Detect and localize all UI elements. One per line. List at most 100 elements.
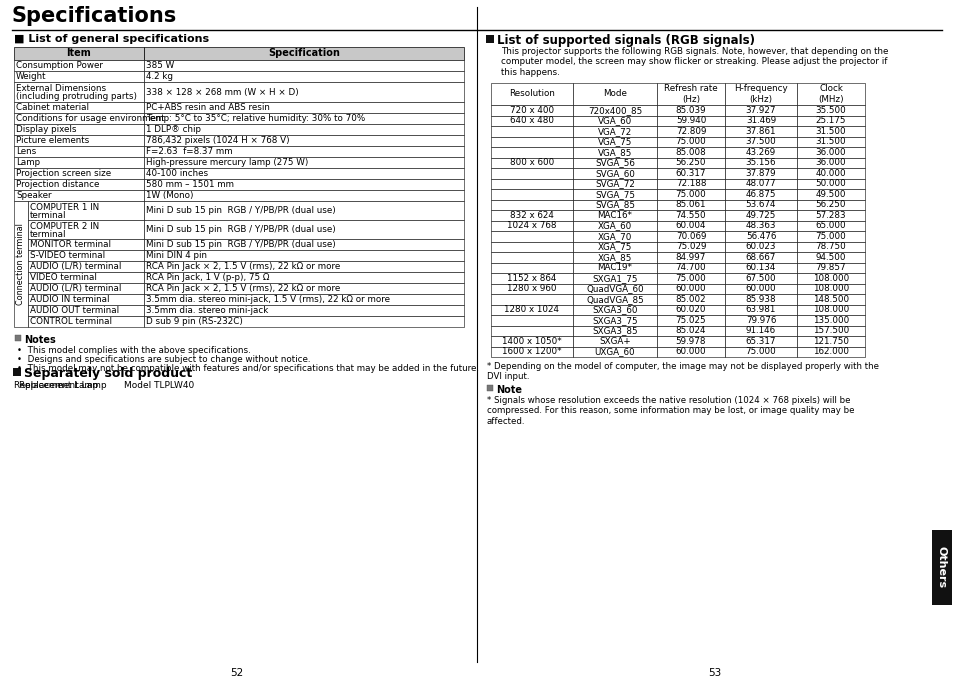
Bar	[796, 116, 864, 126]
Bar	[491, 179, 573, 189]
Text: 75.000: 75.000	[815, 232, 845, 241]
Text: •  Designs and specifications are subject to change without notice.: • Designs and specifications are subject…	[17, 355, 310, 364]
Bar	[724, 158, 796, 168]
Text: 1280 x 1024: 1280 x 1024	[504, 305, 558, 314]
Bar	[573, 336, 657, 347]
Bar	[724, 105, 796, 116]
Text: 67.500: 67.500	[745, 274, 776, 283]
Bar	[724, 347, 796, 357]
Text: 48.077: 48.077	[745, 179, 776, 188]
Bar	[931, 530, 951, 605]
Bar	[573, 137, 657, 147]
Bar	[144, 201, 463, 220]
Text: AUDIO OUT terminal: AUDIO OUT terminal	[30, 306, 119, 315]
Bar	[144, 316, 463, 327]
Text: 720 x 400: 720 x 400	[510, 106, 554, 114]
Bar	[491, 105, 573, 116]
Bar	[796, 137, 864, 147]
Text: 60.317: 60.317	[675, 169, 705, 178]
Text: 1W (Mono): 1W (Mono)	[146, 191, 193, 200]
Text: ■ List of general specifications: ■ List of general specifications	[14, 34, 209, 44]
Bar	[28, 305, 144, 316]
Text: Specifications: Specifications	[12, 6, 177, 26]
Text: Speaker: Speaker	[16, 191, 51, 200]
Bar	[491, 284, 573, 294]
Text: 85.024: 85.024	[675, 326, 705, 335]
Bar	[724, 294, 796, 305]
Text: 70.069: 70.069	[675, 232, 705, 241]
Bar	[144, 157, 463, 168]
Text: F=2.63  f=8.37 mm: F=2.63 f=8.37 mm	[146, 147, 233, 156]
Bar	[573, 284, 657, 294]
Bar	[796, 326, 864, 336]
Bar	[491, 315, 573, 326]
Text: 3.5mm dia. stereo mini-jack, 1.5 V (rms), 22 kΩ or more: 3.5mm dia. stereo mini-jack, 1.5 V (rms)…	[146, 295, 390, 304]
Text: 37.927: 37.927	[745, 106, 776, 114]
Text: MAC16*: MAC16*	[597, 211, 632, 220]
Bar	[657, 252, 724, 263]
Bar	[144, 168, 463, 179]
Bar	[724, 147, 796, 158]
Bar	[491, 305, 573, 315]
Text: 85.008: 85.008	[675, 148, 705, 157]
Bar	[14, 82, 144, 102]
Bar	[144, 294, 463, 305]
Bar	[657, 158, 724, 168]
Text: 79.976: 79.976	[745, 315, 776, 325]
Text: 52: 52	[230, 668, 243, 677]
Text: Projection distance: Projection distance	[16, 180, 99, 189]
Text: 157.500: 157.500	[812, 326, 848, 335]
Bar	[796, 231, 864, 242]
Text: Conditions for usage environment: Conditions for usage environment	[16, 114, 165, 123]
Text: XGA_75: XGA_75	[598, 242, 632, 251]
Text: 37.500: 37.500	[745, 137, 776, 146]
Bar	[657, 147, 724, 158]
Bar	[657, 273, 724, 284]
Text: RCA Pin Jack × 2, 1.5 V (rms), 22 kΩ or more: RCA Pin Jack × 2, 1.5 V (rms), 22 kΩ or …	[146, 284, 340, 293]
Bar	[491, 158, 573, 168]
Text: (including protruding parts): (including protruding parts)	[16, 92, 137, 101]
Bar	[491, 168, 573, 179]
Bar	[486, 385, 493, 391]
Text: 1152 x 864: 1152 x 864	[507, 274, 557, 283]
Bar	[573, 200, 657, 210]
Text: 1600 x 1200*: 1600 x 1200*	[501, 347, 561, 356]
Text: SXGA3_75: SXGA3_75	[592, 315, 638, 325]
Bar	[796, 347, 864, 357]
Bar	[724, 336, 796, 347]
Bar	[796, 168, 864, 179]
Text: 84.997: 84.997	[675, 253, 705, 262]
Bar	[657, 242, 724, 252]
Bar	[724, 200, 796, 210]
Text: 75.025: 75.025	[675, 315, 705, 325]
Bar	[657, 315, 724, 326]
Bar	[144, 60, 463, 71]
Bar	[485, 35, 494, 43]
Bar	[14, 60, 144, 71]
Text: 56.476: 56.476	[745, 232, 776, 241]
Text: •  This model complies with the above specifications.: • This model complies with the above spe…	[17, 346, 251, 355]
Text: 108.000: 108.000	[812, 274, 848, 283]
Bar	[573, 168, 657, 179]
Text: SVGA_85: SVGA_85	[595, 200, 635, 209]
Bar	[491, 200, 573, 210]
Text: Refresh rate
(Hz): Refresh rate (Hz)	[663, 85, 717, 104]
Text: 36.000: 36.000	[815, 158, 845, 167]
Text: 3.5mm dia. stereo mini-jack: 3.5mm dia. stereo mini-jack	[146, 306, 268, 315]
Text: QuadVGA_85: QuadVGA_85	[585, 294, 643, 304]
Text: 148.500: 148.500	[812, 294, 848, 304]
Text: 75.000: 75.000	[675, 137, 705, 146]
Bar	[144, 135, 463, 146]
Bar	[14, 168, 144, 179]
Bar	[14, 124, 144, 135]
Bar	[28, 261, 144, 272]
Text: terminal: terminal	[30, 230, 67, 239]
Bar	[144, 283, 463, 294]
Bar	[796, 273, 864, 284]
Text: AUDIO IN terminal: AUDIO IN terminal	[30, 295, 110, 304]
Text: 53: 53	[708, 668, 720, 677]
Text: Model TLPLW40: Model TLPLW40	[124, 381, 194, 390]
Text: 60.004: 60.004	[675, 221, 705, 230]
Text: 60.000: 60.000	[675, 284, 705, 293]
Text: 36.000: 36.000	[815, 148, 845, 157]
